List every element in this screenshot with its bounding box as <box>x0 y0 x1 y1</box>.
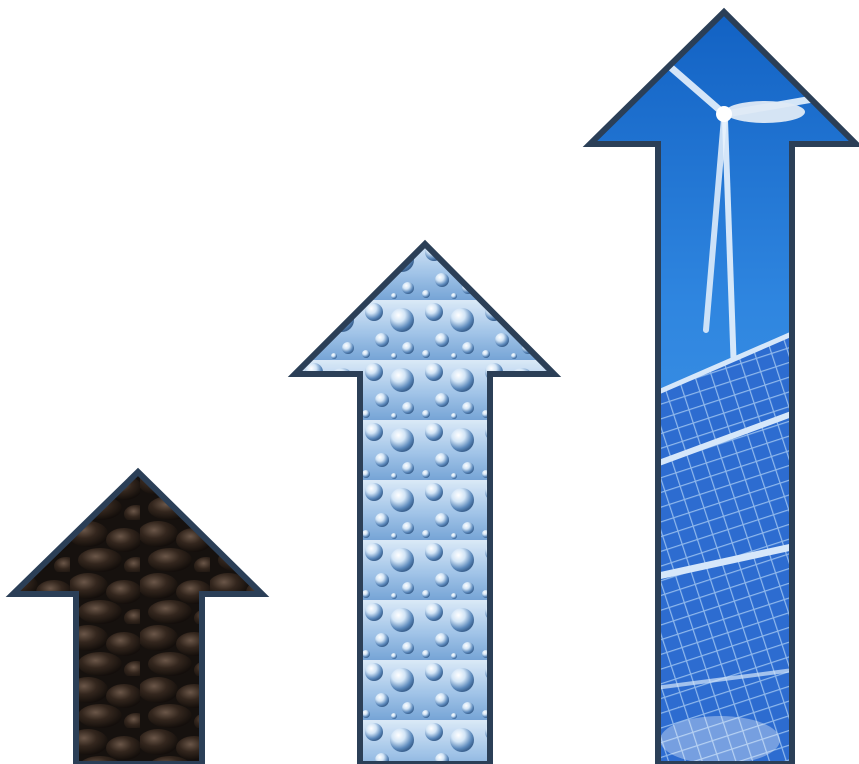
water-bubbles-arrow <box>287 239 562 764</box>
wind-solar-arrow <box>582 7 859 764</box>
coal-arrow <box>5 467 270 764</box>
